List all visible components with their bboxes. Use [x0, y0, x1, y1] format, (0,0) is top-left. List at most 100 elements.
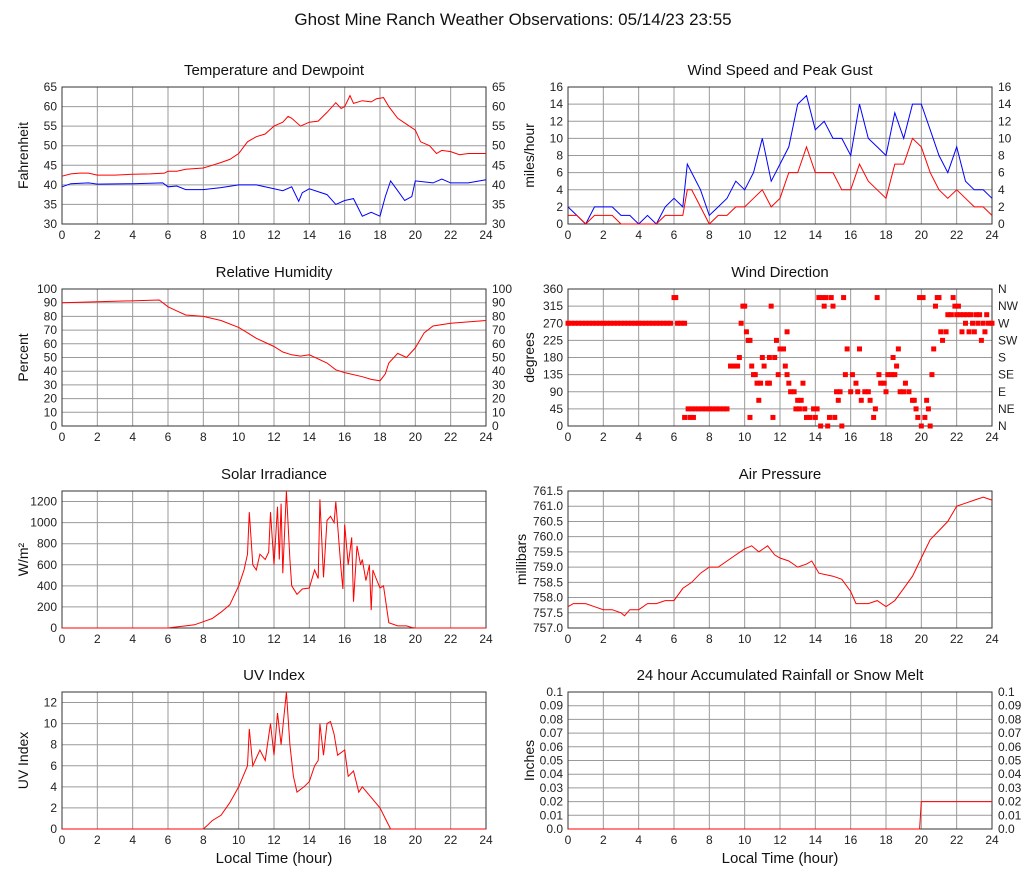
y-tick-label: 90	[550, 385, 564, 399]
y-tick-label: 760.0	[533, 530, 563, 544]
y-axis-label: miles/hour	[521, 123, 537, 188]
x-tick-label: 6	[671, 430, 678, 444]
right-tick-label: 0.01	[998, 808, 1022, 822]
wind-direction-point	[826, 414, 832, 420]
x-tick-label: 20	[915, 833, 929, 847]
y-tick-label: 8	[556, 149, 563, 163]
wind-direction-point	[811, 406, 817, 412]
plot-frame	[61, 490, 487, 629]
wind-direction-point	[830, 303, 836, 309]
wind-direction-point	[579, 320, 585, 326]
x-tick-label: 0	[565, 228, 572, 242]
wind-direction-point	[925, 406, 931, 412]
y-tick-label: 761.5	[533, 484, 563, 498]
x-tick-label: 22	[950, 228, 964, 242]
wind-direction-point	[975, 320, 981, 326]
wind-direction-point	[862, 389, 868, 395]
series-line	[568, 801, 992, 830]
wind-direction-point	[593, 320, 599, 326]
right-tick-label: 40	[492, 364, 506, 378]
x-tick-label: 4	[635, 430, 642, 444]
wind-direction-point	[832, 414, 838, 420]
right-tick-label: 0.07	[998, 726, 1022, 740]
wind-direction-point	[759, 355, 765, 360]
wind-direction-point	[796, 406, 802, 412]
wind-direction-point	[689, 406, 695, 412]
wind-direction-point	[985, 320, 991, 326]
wind-direction-point	[858, 397, 864, 403]
wind-direction-point	[980, 320, 986, 326]
x-tick-label: 2	[94, 632, 101, 646]
x-tick-label: 18	[373, 430, 387, 444]
wind-direction-point	[807, 414, 813, 420]
x-tick-label: 0	[59, 632, 66, 646]
wind-direction-point	[766, 380, 772, 386]
wind-direction-point	[699, 406, 705, 412]
x-tick-label: 6	[671, 228, 678, 242]
wind-direction-point	[717, 406, 723, 412]
wind-direction-point	[952, 303, 958, 309]
y-tick-label: 600	[37, 558, 57, 572]
right-tick-label: NW	[998, 299, 1019, 313]
wind-direction-point	[713, 406, 719, 412]
wind-direction-point	[950, 295, 956, 301]
x-tick-label: 2	[94, 430, 101, 444]
right-tick-label: S	[998, 351, 1006, 365]
wind-direction-point	[636, 320, 642, 326]
right-tick-label: 0.09	[998, 699, 1022, 713]
wind-direction-point	[844, 346, 850, 352]
right-tick-label: 45	[492, 158, 506, 172]
chart-title: Wind Direction	[731, 264, 829, 281]
wind-direction-point	[961, 312, 967, 318]
wind-direction-point	[902, 380, 908, 386]
wind-direction-point	[842, 372, 848, 378]
wind-direction-point	[823, 295, 829, 301]
chart-title: Relative Humidity	[216, 264, 333, 281]
y-tick-label: 1000	[30, 516, 57, 530]
right-tick-label: E	[998, 385, 1006, 399]
wind-direction-point	[936, 295, 942, 301]
x-tick-label: 10	[232, 430, 246, 444]
wind-direction-point	[650, 320, 656, 326]
x-tick-label: 24	[985, 430, 999, 444]
x-tick-label: 18	[879, 430, 893, 444]
wind-direction-point	[614, 320, 620, 326]
x-tick-label: 12	[267, 833, 281, 847]
wind-direction-point	[597, 320, 603, 326]
wind-direction-point	[977, 312, 983, 318]
right-tick-label: 10	[998, 131, 1012, 145]
wind-direction-point	[604, 320, 610, 326]
x-tick-label: 20	[915, 632, 929, 646]
x-tick-label: 22	[444, 430, 458, 444]
wind-direction-point	[959, 329, 965, 335]
wind-direction-point	[881, 380, 887, 386]
x-tick-label: 24	[479, 632, 493, 646]
x-tick-label: 14	[303, 632, 317, 646]
wind-direction-point	[867, 397, 873, 403]
x-tick-label: 24	[985, 228, 999, 242]
wind-direction-point	[793, 406, 799, 412]
y-tick-label: 758.5	[533, 575, 563, 589]
y-tick-label: 65	[44, 80, 58, 94]
wind-direction-point	[968, 312, 974, 318]
y-tick-label: 16	[550, 80, 564, 94]
x-tick-label: 18	[879, 833, 893, 847]
x-tick-label: 14	[809, 228, 823, 242]
series-line	[568, 137, 993, 225]
y-tick-label: 0.08	[540, 712, 564, 726]
right-tick-label: 12	[998, 114, 1012, 128]
wind-direction-point	[943, 329, 949, 335]
plot-frame	[61, 691, 487, 830]
wind-direction-point	[572, 320, 578, 326]
x-tick-label: 12	[773, 833, 787, 847]
wind-direction-point	[938, 329, 944, 335]
wind-direction-point	[920, 295, 926, 301]
wind-direction-point	[825, 423, 831, 429]
x-tick-label: 22	[950, 833, 964, 847]
wind-direction-point	[821, 303, 827, 309]
y-tick-label: 2	[556, 200, 563, 214]
x-tick-label: 8	[706, 430, 713, 444]
wind-direction-point	[629, 320, 635, 326]
